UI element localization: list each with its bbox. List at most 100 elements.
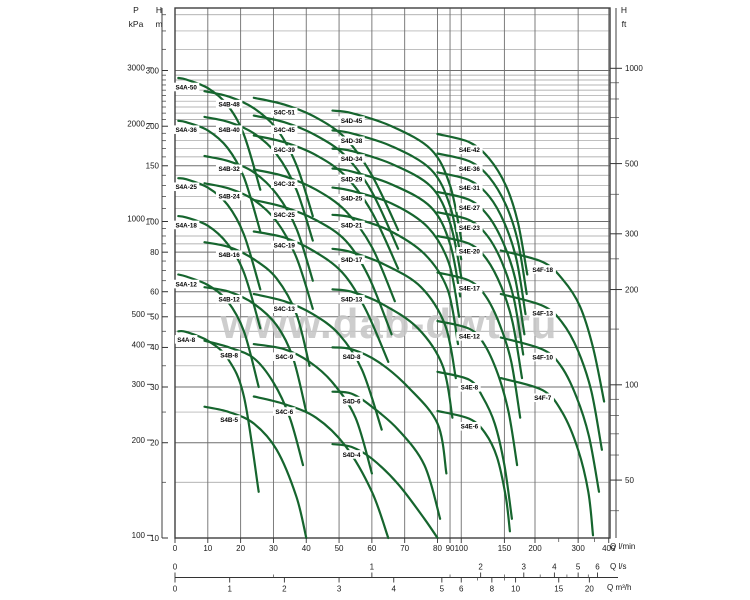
head-unit-m-label: m xyxy=(155,19,163,29)
curve-label-S4B-40: S4B-40 xyxy=(218,127,240,134)
kpa-tick-label: 3000 xyxy=(127,64,145,73)
axis-ticks-and-labels: 3002001501008060504030201030002000100050… xyxy=(127,14,643,594)
curve-label-bg-S4B-32 xyxy=(215,164,243,174)
curve-label-bg-S4E-8 xyxy=(458,383,481,392)
pressure-unit-label: kPa xyxy=(128,19,144,29)
curve-label-bg-S4C-32 xyxy=(271,179,298,189)
curve-S4D-29 xyxy=(331,167,462,298)
curve-S4A-8 xyxy=(177,329,260,493)
curve-S4B-24 xyxy=(203,182,314,310)
curve-label-bg-S4E-31 xyxy=(456,183,483,193)
m3h-tick-label: 20 xyxy=(585,585,594,594)
curve-label-bg-S4E-27 xyxy=(456,203,483,212)
curve-S4D-21 xyxy=(331,213,460,346)
curve-label-S4C-39: S4C-39 xyxy=(274,147,296,154)
curve-S4C-25 xyxy=(252,198,393,336)
lmin-tick-label: 40 xyxy=(302,544,311,553)
curve-S4D-25 xyxy=(331,186,461,318)
m-tick-label: 150 xyxy=(146,162,160,171)
curve-S4A-36 xyxy=(177,119,262,233)
ls-tick-label: 6 xyxy=(595,563,600,572)
lmin-tick-label: 400 xyxy=(602,544,616,553)
curve-label-S4F-18: S4F-18 xyxy=(532,267,553,274)
plot-border xyxy=(174,7,611,539)
curve-label-bg-S4B-24 xyxy=(215,191,243,201)
head-symbol-left-label: H xyxy=(155,5,163,15)
curve-S4D-13 xyxy=(331,288,454,419)
curve-label-S4F-10: S4F-10 xyxy=(532,354,553,361)
curve-S4C-39 xyxy=(252,134,400,270)
m3h-tick-label: 8 xyxy=(490,585,495,594)
lmin-tick-label: 300 xyxy=(571,544,585,553)
curve-label-bg-S4D-45 xyxy=(338,116,365,125)
curve-label-S4B-5: S4B-5 xyxy=(220,417,238,424)
curve-label-S4E-31: S4E-31 xyxy=(459,185,481,192)
m-tick-label: 20 xyxy=(150,439,159,448)
curve-label-S4C-25: S4C-25 xyxy=(274,212,296,219)
curve-label-bg-S4B-16 xyxy=(215,250,243,259)
curve-label-S4D-17: S4D-17 xyxy=(341,257,363,264)
curve-label-S4E-27: S4E-27 xyxy=(459,205,481,212)
curve-label-bg-S4A-8 xyxy=(174,335,198,344)
head-symbol-right-label: H xyxy=(620,5,628,15)
kpa-tick-label: 400 xyxy=(132,341,146,350)
curve-label-bg-S4A-36 xyxy=(172,125,200,134)
curve-label-S4D-45: S4D-45 xyxy=(341,118,363,125)
curve-label-bg-S4C-6 xyxy=(273,407,296,416)
curve-S4B-32 xyxy=(203,154,314,282)
m3h-tick-label: 3 xyxy=(337,585,342,594)
curve-label-bg-S4E-42 xyxy=(456,145,483,155)
curve-label-S4C-19: S4C-19 xyxy=(274,242,296,249)
ls-tick-label: 2 xyxy=(478,563,483,572)
ls-tick-label: 5 xyxy=(576,563,581,572)
curve-label-S4C-51: S4C-51 xyxy=(274,110,296,117)
curve-label-S4E-17: S4E-17 xyxy=(459,286,481,293)
m-tick-label: 50 xyxy=(150,313,159,322)
curve-label-S4C-6: S4C-6 xyxy=(275,409,293,416)
curve-label-bg-S4D-29 xyxy=(338,174,365,184)
lmin-tick-label: 20 xyxy=(236,544,245,553)
curve-label-bg-S4B-8 xyxy=(217,350,241,360)
curve-label-S4E-6: S4E-6 xyxy=(461,424,479,431)
curve-label-bg-S4B-12 xyxy=(215,294,243,304)
lmin-tick-label: 80 xyxy=(433,544,442,553)
curve-label-bg-S4C-13 xyxy=(271,304,298,313)
kpa-tick-label: 2000 xyxy=(127,119,145,128)
curve-label-bg-S4D-21 xyxy=(338,220,365,230)
curve-label-S4A-36: S4A-36 xyxy=(175,127,197,134)
pump-curves xyxy=(177,76,606,540)
curve-label-bg-S4C-39 xyxy=(271,145,298,155)
curve-label-bg-S4E-20 xyxy=(456,247,483,256)
ft-tick-label: 300 xyxy=(625,230,639,239)
curve-S4C-6 xyxy=(252,395,390,540)
curve-label-bg-S4A-25 xyxy=(172,182,200,192)
curve-label-S4C-13: S4C-13 xyxy=(274,306,296,313)
m-tick-label: 200 xyxy=(146,122,160,131)
curve-label-bg-S4C-51 xyxy=(271,107,298,117)
curve-label-S4B-12: S4B-12 xyxy=(218,297,240,304)
curve-label-bg-S4C-19 xyxy=(271,240,298,250)
ls-tick-label: 4 xyxy=(552,563,557,572)
curve-S4F-10 xyxy=(499,336,601,493)
curve-S4F-18 xyxy=(499,249,606,403)
curve-S4A-12 xyxy=(177,273,260,389)
curve-label-S4A-8: S4A-8 xyxy=(177,337,195,344)
curve-label-bg-S4D-38 xyxy=(338,136,365,146)
curve-S4F-7 xyxy=(499,377,595,537)
curve-label-bg-S4D-6 xyxy=(340,396,363,406)
m-tick-label: 10 xyxy=(150,534,159,543)
curve-S4B-16 xyxy=(203,241,311,367)
curve-S4E-17 xyxy=(436,271,522,419)
curve-label-bg-S4F-10 xyxy=(529,352,556,362)
curve-label-S4E-12: S4E-12 xyxy=(459,334,481,341)
curve-label-S4B-8: S4B-8 xyxy=(220,352,238,359)
curve-label-S4B-16: S4B-16 xyxy=(218,252,240,259)
curve-labels: S4A-50 S4A-36 S4A-25 S4A-18 S4A-12 S4A-8 S4B-4… xyxy=(172,82,556,459)
curve-label-bg-S4C-9 xyxy=(273,352,296,361)
curve-S4E-6 xyxy=(436,409,511,533)
curve-label-S4A-18: S4A-18 xyxy=(175,222,197,229)
curve-label-S4B-48: S4B-48 xyxy=(218,102,240,109)
m3h-tick-label: 10 xyxy=(511,585,520,594)
